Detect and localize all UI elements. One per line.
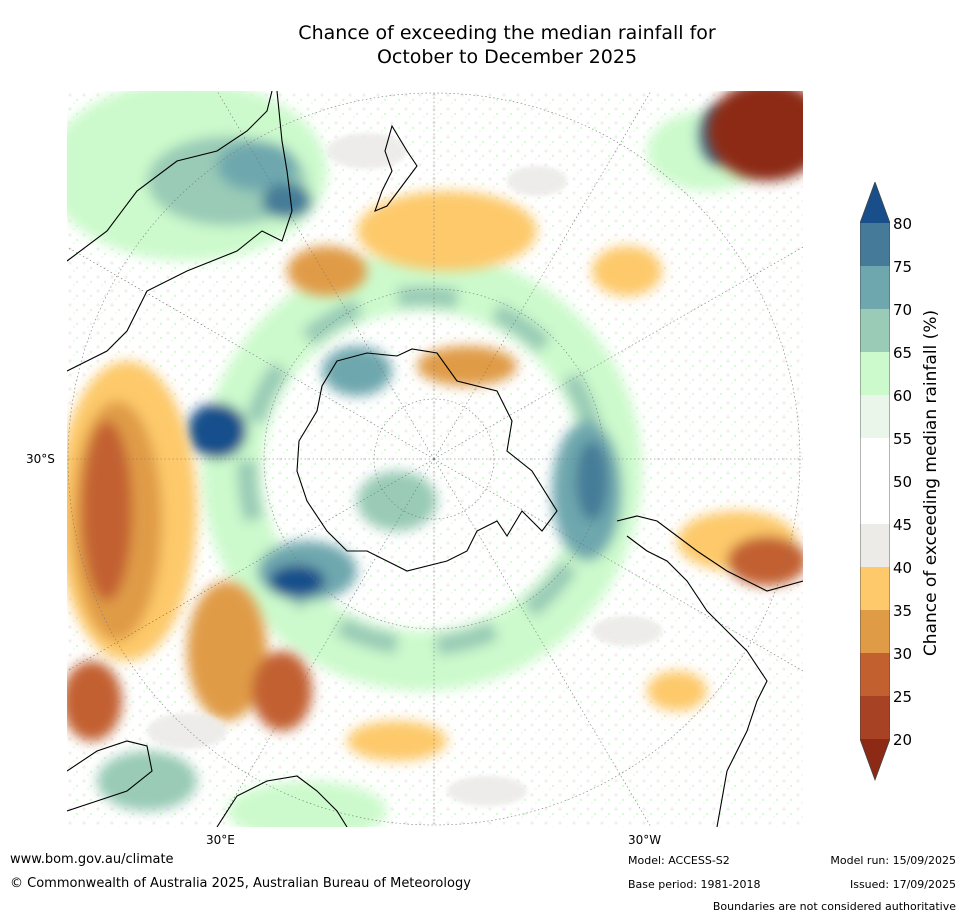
colorbar-tick: 25 [893,688,913,706]
model-run-text: Model run: 15/09/2025 [830,854,956,867]
title-line-1: Chance of exceeding the median rainfall … [298,22,716,44]
colorbar [860,182,890,782]
model-text: Model: ACCESS-S2 [628,854,730,867]
antarctica-coastline [296,348,558,572]
colorbar-tick: 80 [893,215,913,233]
lon-label-30w: 30°W [628,833,662,847]
coastlines [67,91,803,827]
south-america-coastline [616,515,803,827]
colorbar-tick: 50 [893,473,913,491]
map-title: Chance of exceeding the median rainfall … [0,21,965,69]
colorbar-top-arrow [860,182,890,223]
colorbar-tick: 65 [893,344,913,362]
colorbar-label: Chance of exceeding median rainfall (%) [921,309,941,657]
colorbar-tick: 20 [893,731,913,749]
dry-regions [67,91,803,761]
title-line-2: October to December 2025 [376,46,638,68]
colorbar-bottom-arrow [860,739,890,780]
colorbar-tick: 60 [893,387,913,405]
colorbar-tick: 70 [893,301,913,319]
lat-label-30s: 30°S [26,452,55,466]
australia-coastline [67,91,293,372]
lon-label-30e: 30°E [206,833,235,847]
colorbar-tick: 40 [893,559,913,577]
neutral-regions [147,133,662,806]
africa-coastline [67,740,348,827]
colorbar-tick: 55 [893,430,913,448]
colorbar-tick: 75 [893,258,913,276]
colorbar-tick: 45 [893,516,913,534]
colorbar-tick: 35 [893,602,913,620]
new-zealand-coastline [374,124,418,212]
website-link[interactable]: www.bom.gov.au/climate [10,852,174,867]
rainfall-map [67,91,803,827]
base-period-text: Base period: 1981-2018 [628,878,761,891]
disclaimer-text: Boundaries are not considered authoritat… [712,900,956,913]
map-canvas [67,91,803,827]
issued-text: Issued: 17/09/2025 [849,878,956,891]
colorbar-tick: 30 [893,645,913,663]
copyright-text: © Commonwealth of Australia 2025, Austra… [10,876,471,891]
graticule [67,91,803,827]
